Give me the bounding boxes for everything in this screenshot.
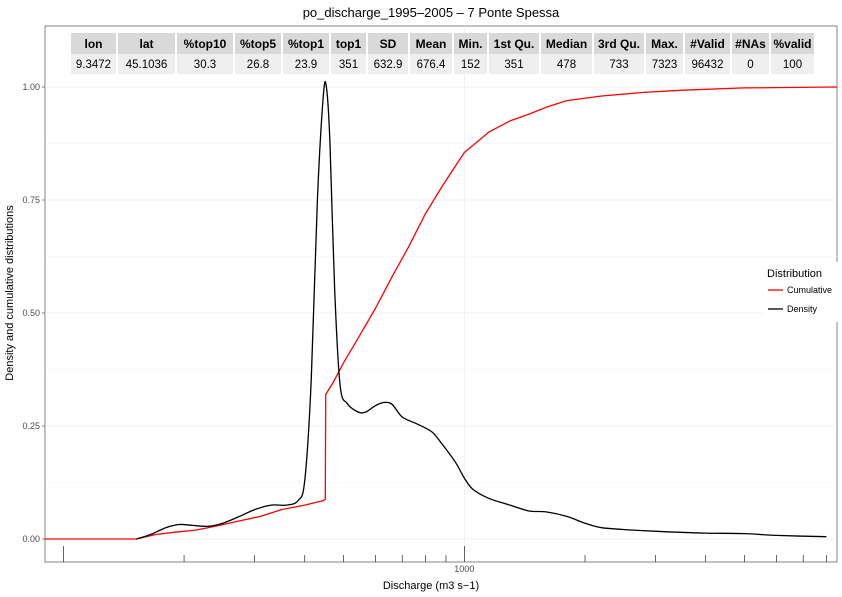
table-header-text: Median	[546, 37, 587, 51]
table-header-cell	[283, 33, 329, 54]
table-header-cell	[685, 33, 730, 54]
table-header-cell	[489, 33, 539, 54]
y-tick-label: 1.00	[22, 82, 40, 92]
table-value-cell	[71, 54, 116, 74]
table-value-cell	[235, 54, 281, 74]
table-header-cell	[541, 33, 592, 54]
table-header-cell	[118, 33, 175, 54]
table-value-text: 0	[747, 59, 753, 71]
table-header-text: %valid	[773, 37, 811, 51]
table-header-text: #Valid	[690, 37, 725, 51]
y-tick-label: 0.75	[22, 195, 40, 205]
series-line-cumulative	[45, 86, 838, 540]
table-value-text: 152	[461, 59, 480, 71]
table-header-text: Min.	[459, 37, 483, 51]
legend-label: Cumulative	[787, 285, 832, 295]
table-value-cell	[685, 54, 730, 74]
table-value-text: 100	[783, 59, 802, 71]
table-value-cell	[331, 54, 366, 74]
table-value-text: 351	[504, 59, 523, 71]
table-value-text: 733	[609, 59, 628, 71]
series-layer	[45, 80, 838, 540]
table-value-cell	[410, 54, 452, 74]
table-value-text: 7323	[652, 59, 678, 71]
table-value-cell	[646, 54, 683, 74]
table-value-text: 351	[339, 59, 358, 71]
stats-table: lon9.3472lat45.1036%top1030.3%top526.8%t…	[71, 33, 814, 74]
table-value-text: 676.4	[417, 59, 446, 71]
table-header-cell	[410, 33, 452, 54]
table-value-cell	[368, 54, 408, 74]
table-value-text: 96432	[692, 59, 724, 71]
table-header-text: #NAs	[735, 37, 766, 51]
table-header-text: lat	[139, 37, 153, 51]
table-header-cell	[71, 33, 116, 54]
table-value-cell	[283, 54, 329, 74]
table-value-cell	[454, 54, 487, 74]
table-value-text: 45.1036	[126, 59, 168, 71]
y-tick-label: 0.50	[22, 308, 40, 318]
table-header-cell	[331, 33, 366, 54]
series-line-density	[136, 80, 827, 540]
table-header-cell	[732, 33, 769, 54]
table-header-text: SD	[380, 37, 397, 51]
table-header-cell	[235, 33, 281, 54]
table-value-text: 632.9	[374, 59, 403, 71]
y-tick-label: 0.00	[22, 534, 40, 544]
table-value-cell	[489, 54, 539, 74]
table-header-text: Mean	[416, 37, 447, 51]
chart-title: po_discharge_1995–2005 – 7 Ponte Spessa	[303, 5, 560, 20]
x-tick-label: 1000	[454, 564, 474, 574]
table-header-cell	[771, 33, 814, 54]
table-value-cell	[732, 54, 769, 74]
table-value-text: 23.9	[295, 59, 317, 71]
table-header-text: Max.	[651, 37, 678, 51]
table-value-cell	[594, 54, 644, 74]
table-header-text: %top10	[184, 37, 227, 51]
table-value-cell	[118, 54, 175, 74]
table-header-text: 3rd Qu.	[598, 37, 640, 51]
table-header-text: top1	[336, 37, 362, 51]
table-header-text: %top5	[240, 37, 276, 51]
table-header-cell	[454, 33, 487, 54]
table-header-cell	[368, 33, 408, 54]
axes: 0.00 0.25 0.50 0.75 1.00 1000	[22, 82, 827, 574]
table-header-text: 1st Qu.	[494, 37, 535, 51]
table-value-text: 30.3	[194, 59, 216, 71]
table-header-cell	[177, 33, 233, 54]
table-value-cell	[541, 54, 592, 74]
legend-label: Density	[787, 304, 818, 314]
table-value-text: 9.3472	[76, 59, 111, 71]
legend-title: Distribution	[767, 268, 822, 280]
table-header-cell	[594, 33, 644, 54]
legend-background	[762, 262, 842, 322]
table-header-text: %top1	[288, 37, 324, 51]
grid	[45, 26, 837, 562]
table-header-cell	[646, 33, 683, 54]
legend: Distribution Cumulative Density	[762, 262, 842, 322]
y-axis-title: Density and cumulative distributions	[4, 205, 16, 381]
table-value-text: 478	[557, 59, 576, 71]
table-value-cell	[771, 54, 814, 74]
y-tick-label: 0.25	[22, 421, 40, 431]
table-header-text: lon	[85, 37, 103, 51]
table-value-cell	[177, 54, 233, 74]
plot-panel	[44, 25, 838, 563]
table-value-text: 26.8	[247, 59, 269, 71]
x-axis-title: Discharge (m3 s−1)	[383, 580, 479, 592]
